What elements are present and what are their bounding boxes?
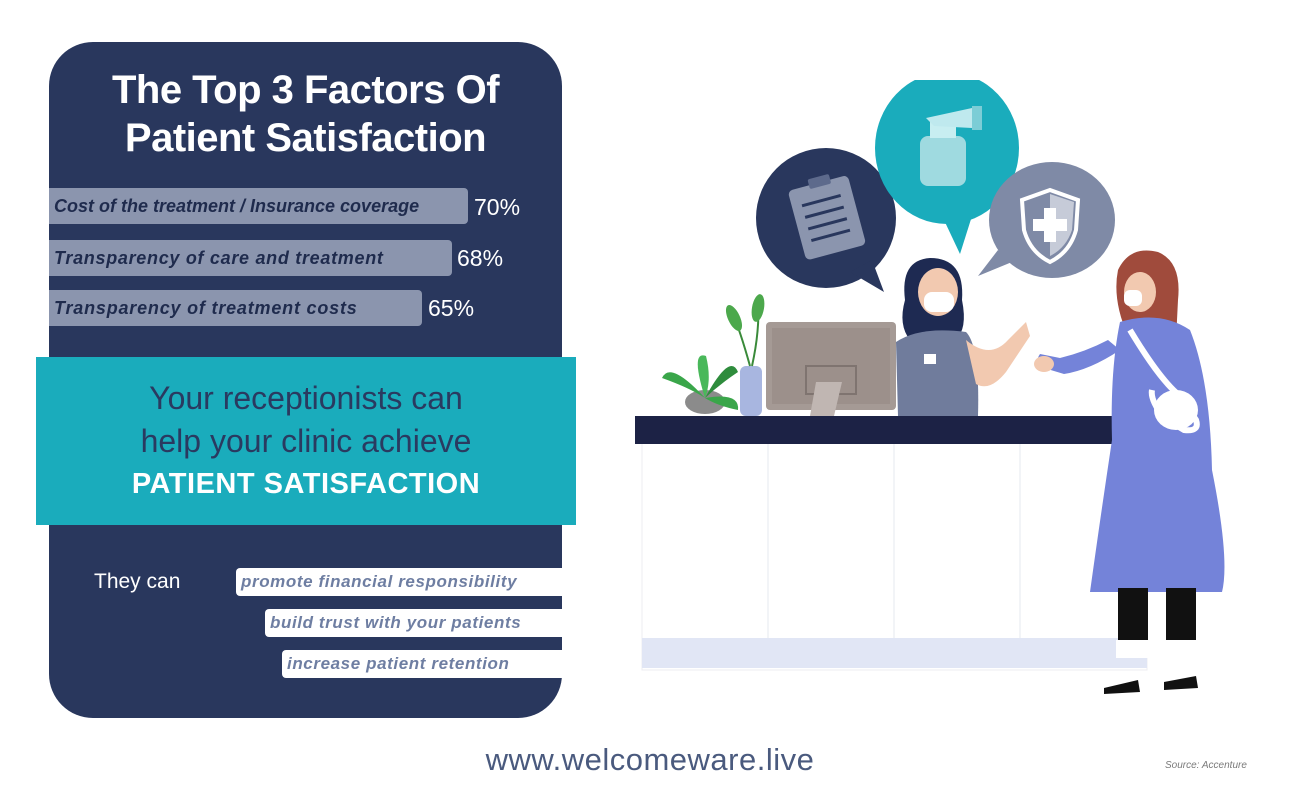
callout-emphasis: PATIENT SATISFACTION xyxy=(131,468,481,500)
factor-value-cost: 70% xyxy=(474,194,521,220)
vase xyxy=(725,294,765,416)
clipboard-icon xyxy=(788,174,866,260)
callout-banner: Your receptionists can help your clinic … xyxy=(36,357,576,525)
infographic-title: The Top 3 Factors Of Patient Satisfactio… xyxy=(49,66,562,162)
speech-bubble-clipboard xyxy=(756,148,896,292)
title-line-1: The Top 3 Factors Of xyxy=(111,68,500,112)
factor-value-cost-transparency: 65% xyxy=(428,295,475,321)
factor-label: Cost of the treatment / Insurance covera… xyxy=(54,196,420,216)
callout-line-1: Your receptionists can xyxy=(149,380,463,416)
speech-bubble-sanitizer xyxy=(875,80,1019,254)
benefit-pill-financial: promote financial responsibility xyxy=(236,568,562,596)
speech-bubble-shield xyxy=(978,162,1115,278)
computer-monitor xyxy=(766,322,896,416)
factor-label: Transparency of treatment costs xyxy=(54,298,358,318)
factor-label: Transparency of care and treatment xyxy=(54,248,384,268)
callout-line-2: help your clinic achieve xyxy=(140,423,472,459)
reception-desk xyxy=(635,416,1155,671)
receptionist xyxy=(896,258,1030,416)
source-credit: Source: Accenture xyxy=(1165,760,1247,771)
plant xyxy=(662,355,739,414)
benefit-pill-retention: increase patient retention xyxy=(282,650,562,678)
benefit-pill-trust: build trust with your patients xyxy=(265,609,562,637)
hand-sanitizer-icon xyxy=(920,106,982,186)
factor-bar-cost-transparency: Transparency of treatment costs xyxy=(49,290,422,326)
reception-illustration xyxy=(635,80,1225,694)
benefits-intro: They can xyxy=(94,570,181,593)
factor-bar-cost: Cost of the treatment / Insurance covera… xyxy=(49,188,468,224)
patient xyxy=(1034,250,1225,694)
factor-bar-care-transparency: Transparency of care and treatment xyxy=(49,240,452,276)
website-url: www.welcomeware.live xyxy=(485,742,815,777)
title-line-2: Patient Satisfaction xyxy=(124,116,487,160)
shield-cross-icon xyxy=(1019,187,1081,265)
factor-value-care-transparency: 68% xyxy=(457,245,504,271)
